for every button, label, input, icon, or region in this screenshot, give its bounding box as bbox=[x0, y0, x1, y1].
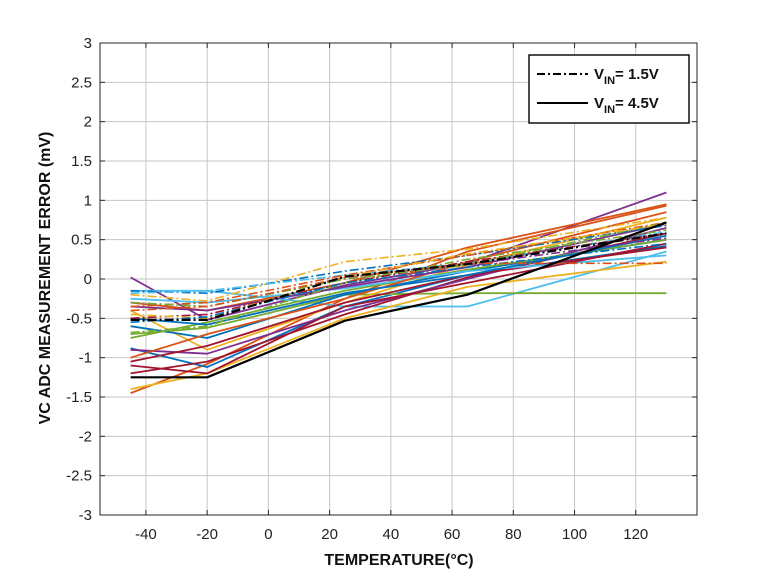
x-tick-label: -40 bbox=[135, 526, 157, 543]
legend-entry-2: VIN= 4.5V bbox=[594, 95, 659, 116]
series-line bbox=[130, 232, 667, 321]
x-tick-label: 100 bbox=[562, 526, 587, 543]
series-layer bbox=[130, 191, 667, 394]
x-tick-label: 0 bbox=[264, 526, 272, 543]
legend-2-v: V bbox=[594, 95, 604, 112]
legend-1-v: V bbox=[594, 66, 604, 83]
series-line bbox=[130, 254, 667, 304]
series-line bbox=[130, 223, 667, 320]
ticks bbox=[100, 42, 697, 516]
x-tick-label: 120 bbox=[623, 526, 648, 543]
legend-2-suffix: = 4.5V bbox=[615, 95, 659, 112]
y-tick-label: 0 bbox=[84, 271, 92, 288]
x-tick-label: 20 bbox=[321, 526, 338, 543]
y-tick-label: -2.5 bbox=[66, 468, 92, 485]
series-line bbox=[130, 231, 667, 294]
x-tick-label: -20 bbox=[196, 526, 218, 543]
y-tick-label: -1.5 bbox=[66, 389, 92, 406]
legend-1-suffix: = 1.5V bbox=[615, 66, 659, 83]
x-tick-labels: -40 -20 0 20 40 60 80 100 120 bbox=[135, 526, 648, 543]
legend-entry-1: VIN= 1.5V bbox=[594, 66, 659, 87]
series-line bbox=[130, 260, 667, 390]
series-line bbox=[130, 232, 667, 320]
legend: VIN= 1.5V VIN= 4.5V bbox=[528, 54, 690, 124]
y-tick-label: -2 bbox=[79, 428, 92, 445]
x-tick-label: 40 bbox=[383, 526, 400, 543]
x-axis-title: TEMPERATURE(°C) bbox=[324, 552, 473, 569]
x-tick-label: 60 bbox=[444, 526, 461, 543]
legend-1-sub: IN bbox=[604, 75, 615, 87]
y-tick-label: -3 bbox=[79, 507, 92, 524]
y-tick-label: 2.5 bbox=[71, 74, 92, 91]
series-line bbox=[130, 221, 667, 379]
series-line bbox=[130, 238, 667, 339]
y-tick-labels: -3 -2.5 -2 -1.5 -1 -0.5 0 0.5 1 1.5 2 2.5 3 bbox=[66, 35, 92, 524]
y-tick-label: 2 bbox=[84, 114, 92, 131]
y-tick-label: -1 bbox=[79, 350, 92, 367]
legend-box bbox=[528, 54, 690, 124]
legend-2-sub: IN bbox=[604, 104, 615, 116]
x-tick-label: 80 bbox=[505, 526, 522, 543]
y-tick-label: 1.5 bbox=[71, 153, 92, 170]
y-tick-label: 1 bbox=[84, 192, 92, 209]
y-tick-label: 3 bbox=[84, 35, 92, 52]
series-line bbox=[130, 234, 667, 326]
y-axis-title: VC ADC MEASUREMENT ERROR (mV) bbox=[37, 132, 54, 425]
series-line bbox=[130, 242, 667, 324]
y-tick-label: -0.5 bbox=[66, 310, 92, 327]
series-line bbox=[130, 216, 667, 302]
series-line bbox=[130, 221, 667, 308]
y-tick-label: 0.5 bbox=[71, 232, 92, 249]
series-line bbox=[130, 262, 667, 312]
